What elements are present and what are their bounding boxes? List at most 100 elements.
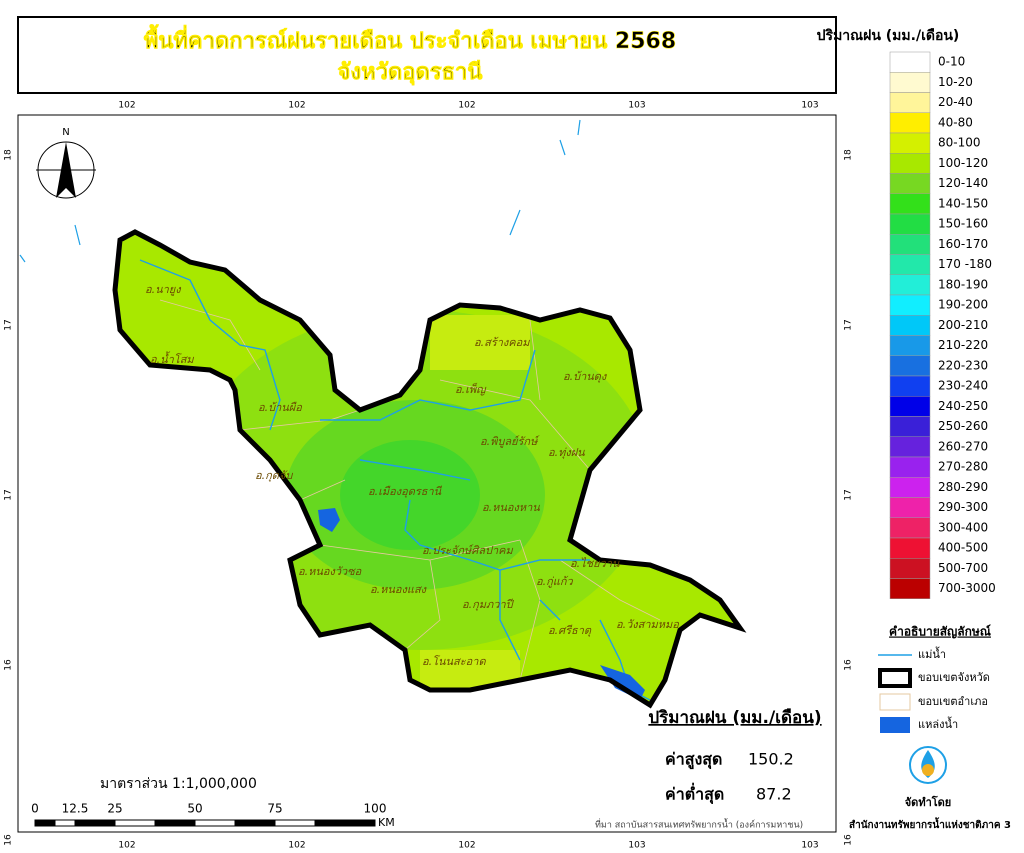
coord-label: 16 — [844, 834, 854, 846]
district-label: อ.หนองวัวซอ — [298, 565, 362, 578]
legend-swatch — [889, 477, 931, 498]
legend-swatch — [889, 375, 931, 397]
coord-label: 102 — [458, 101, 475, 111]
water-symbol — [880, 717, 910, 733]
coord-label: 17 — [4, 319, 14, 330]
district-label: อ.กู่แก้ว — [536, 575, 574, 588]
coord-label: 103 — [628, 101, 645, 111]
district-label: อ.เพ็ญ — [455, 382, 487, 396]
legend-label: 160-170 — [938, 237, 988, 251]
scale-segment — [194, 819, 236, 827]
scale-tick-label: 100 — [364, 802, 387, 816]
coord-label: 17 — [844, 489, 854, 500]
legend-label: 210-220 — [938, 338, 988, 352]
coord-label: 102 — [288, 101, 305, 111]
legend-swatch — [889, 72, 931, 93]
title-box — [17, 16, 837, 94]
legend-swatch — [889, 558, 931, 579]
district-symbol — [879, 693, 911, 711]
legend-swatch — [889, 294, 931, 316]
district-label: อ.บ้านดุง — [563, 370, 608, 383]
legend-label: 220-230 — [938, 358, 988, 372]
legend-swatch — [889, 537, 931, 559]
coord-label: 18 — [844, 149, 854, 161]
coord-label: 103 — [801, 841, 818, 851]
district-label: อ.หนองหาน — [482, 501, 540, 514]
stats-title: ปริมาณฝน (มม./เดือน) — [648, 707, 821, 728]
legend-swatch — [889, 517, 931, 539]
source: ที่มา สถาบันสารสนเทศทรัพยากรน้ำ (องค์การ… — [595, 818, 803, 831]
coord-label: 102 — [288, 841, 305, 851]
legend-label: 170 -180 — [938, 257, 992, 271]
legend-label: 140-150 — [938, 196, 988, 210]
legend-label: 240-250 — [938, 399, 988, 413]
district-label: อ.กุมภวาปี — [462, 598, 515, 611]
legend-label: 250-260 — [938, 419, 988, 433]
district-label: อ.พิบูลย์รักษ์ — [480, 435, 541, 448]
outer-rivers — [19, 119, 581, 263]
symbol-legend-title: คำอธิบายสัญลักษณ์ — [889, 625, 991, 639]
coord-label: 17 — [844, 319, 854, 330]
symbol-label: แม่น้ำ — [918, 646, 946, 661]
district-label: อ.เมืองอุดรธานี — [368, 485, 443, 498]
coord-label: 16 — [4, 834, 14, 846]
legend-swatch — [889, 112, 931, 134]
legend-label: 230-240 — [938, 379, 988, 393]
coord-label: 17 — [4, 489, 14, 500]
scale-segment — [314, 819, 376, 827]
legend-label: 200-210 — [938, 318, 988, 332]
subtitle: จังหวัดอุดรธานี — [338, 60, 483, 86]
scale-bar: 0 12.5 25 50 75 100 — [31, 802, 386, 827]
scale-segment — [154, 819, 196, 827]
legend-label: 700-3000 — [938, 581, 996, 595]
scale-segment — [34, 819, 56, 827]
legend-label: 190-200 — [938, 298, 988, 312]
legend-label: 260-270 — [938, 439, 988, 453]
scale-unit: KM — [378, 816, 395, 829]
legend-swatch — [889, 213, 931, 235]
legend-swatch — [889, 254, 931, 275]
legend-swatch — [889, 456, 931, 478]
coord-label: 16 — [4, 659, 14, 671]
coord-label: 102 — [118, 841, 135, 851]
legend-swatch — [889, 396, 931, 417]
scale-text: มาตราส่วน 1:1,000,000 — [100, 776, 257, 792]
legend-swatch — [889, 234, 931, 255]
legend-swatch — [889, 315, 931, 336]
scale-tick-label: 50 — [187, 802, 202, 816]
district-label: อ.สร้างคอม — [474, 336, 530, 349]
stats-min-value: 87.2 — [756, 785, 792, 804]
legend-label: 100-120 — [938, 156, 988, 170]
stats-min-label: ค่าต่ำสุด — [665, 783, 724, 805]
coord-label: 103 — [801, 101, 818, 111]
rivers — [139, 259, 651, 701]
scale-tick-label: 25 — [107, 802, 122, 816]
legend-label: 300-400 — [938, 520, 988, 534]
legend-swatch — [889, 578, 931, 599]
district-label: อ.ทุ่งฝน — [548, 446, 585, 459]
district-label: อ.ศรีธาตุ — [548, 624, 592, 637]
district-labels: อ.นายูง อ.น้ำโสม อ.บ้านผือ อ.กุดจับ อ.หน… — [145, 283, 679, 668]
scale-segment — [114, 819, 156, 827]
legend-swatch — [889, 173, 931, 194]
legend-label: 280-290 — [938, 480, 988, 494]
coord-label: 18 — [4, 149, 14, 161]
legend-label: 120-140 — [938, 176, 988, 190]
legend-swatch — [889, 274, 931, 296]
rain-legend: 0-10 10-20 20-40 40-80 80-100 100-120 120-140 1… — [889, 51, 996, 599]
symbol-label: ขอบเขตอำเภอ — [918, 695, 988, 708]
stats-max-label: ค่าสูงสุด — [665, 750, 722, 771]
scale-segment — [74, 819, 116, 827]
agency: สำนักงานทรัพยากรน้ำแห่งชาติภาค 3 — [849, 817, 1011, 831]
legend-swatch — [889, 416, 931, 437]
legend-label: 0-10 — [938, 55, 965, 69]
scale-tick-label: 75 — [267, 802, 282, 816]
province-symbol — [878, 668, 912, 688]
scale-segment — [234, 819, 276, 827]
legend-swatch — [889, 436, 931, 458]
scale-tick-label: 12.5 — [62, 802, 89, 816]
legend-label: 40-80 — [938, 115, 973, 129]
coord-label: 16 — [844, 659, 854, 671]
legend-label: 20-40 — [938, 95, 973, 109]
